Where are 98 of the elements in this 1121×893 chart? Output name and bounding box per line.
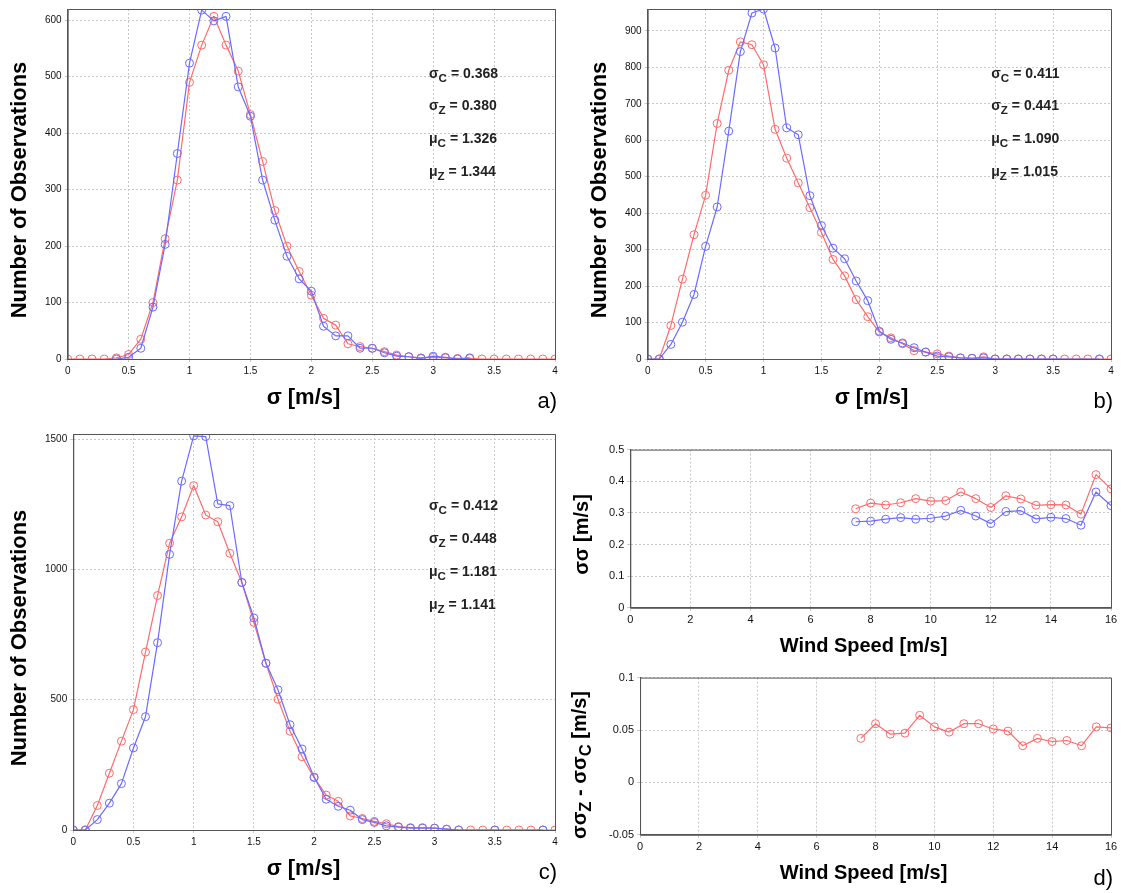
y-tick-label: 500 bbox=[50, 693, 68, 705]
x-tick-label: 8 bbox=[867, 613, 874, 626]
x-tick-label: 2.5 bbox=[367, 835, 382, 847]
x-tick-label: 0 bbox=[644, 364, 651, 376]
y-axis-title: Number of Observations bbox=[586, 60, 612, 321]
annotation: σ$_{Z}$ = 0.448 bbox=[429, 530, 498, 549]
annotation: σ$_{Z}$ = 0.380 bbox=[429, 97, 498, 117]
text: c) bbox=[538, 859, 557, 885]
x-tick-label: 6 bbox=[807, 613, 814, 626]
x-tick-label: 1.5 bbox=[246, 835, 262, 847]
y-tick-label: 400 bbox=[45, 126, 63, 138]
y-tick-label: 0 bbox=[618, 600, 625, 613]
x-tick-label: 4 bbox=[1108, 364, 1115, 376]
text: d) bbox=[1093, 865, 1113, 891]
y-tick-label: 0.1 bbox=[608, 569, 625, 582]
y-axis-title: Number of Observations bbox=[6, 508, 32, 769]
x-tick-label: 2 bbox=[687, 613, 694, 626]
y-tick-label: 300 bbox=[45, 183, 63, 195]
y-axis-title: σσ [m/s] bbox=[569, 493, 593, 577]
x-tick-label: 1.5 bbox=[814, 364, 829, 376]
annotation: μ$_{Z}$ = 1.141 bbox=[429, 595, 497, 615]
y-tick-label: 800 bbox=[625, 61, 643, 73]
x-tick-label: 16 bbox=[1104, 840, 1118, 853]
x-tick-label: 1.5 bbox=[243, 364, 258, 376]
x-axis-title: Wind Speed [m/s] bbox=[779, 861, 948, 883]
x-tick-label: 1 bbox=[760, 364, 767, 376]
x-tick-label: 1 bbox=[186, 364, 193, 376]
y-tick-label: 0.4 bbox=[608, 474, 625, 487]
y-tick-label: 600 bbox=[625, 134, 643, 145]
x-axis-title: σ [m/s] bbox=[834, 384, 909, 409]
x-tick-label: 12 bbox=[987, 840, 1000, 853]
y-tick-label: 0.5 bbox=[608, 442, 625, 455]
annotation: μ$_{C}$ = 1.090 bbox=[991, 130, 1060, 149]
x-tick-label: 2.5 bbox=[365, 364, 380, 376]
x-tick-label: 0.5 bbox=[121, 364, 136, 376]
x-tick-label: 3 bbox=[992, 364, 999, 376]
x-tick-label: 3 bbox=[430, 364, 437, 376]
x-tick-label: 10 bbox=[928, 840, 941, 853]
y-axis-title: Number of Observations bbox=[6, 60, 32, 321]
x-axis-title: σ [m/s] bbox=[266, 384, 341, 409]
y-tick-label: 400 bbox=[625, 206, 643, 218]
x-tick-label: 2.5 bbox=[930, 364, 945, 376]
x-tick-label: 3.5 bbox=[487, 364, 502, 376]
x-tick-label: 4 bbox=[747, 613, 754, 626]
y-tick-label: 1000 bbox=[45, 563, 68, 575]
y-tick-label: 100 bbox=[625, 316, 643, 328]
y-tick-label: 0 bbox=[636, 352, 643, 364]
annotation: μ$_{Z}$ = 1.015 bbox=[991, 162, 1059, 182]
y-tick-label: 0.2 bbox=[608, 537, 625, 550]
x-tick-label: 2 bbox=[695, 840, 702, 853]
x-tick-label: 4 bbox=[552, 364, 559, 376]
x-tick-label: 4 bbox=[754, 840, 761, 853]
annotation: σ$_{C}$ = 0.411 bbox=[991, 64, 1060, 84]
y-tick-label: 600 bbox=[45, 14, 63, 26]
annotation: μ$_{C}$ = 1.326 bbox=[429, 130, 498, 149]
x-tick-label: 14 bbox=[1044, 613, 1058, 626]
x-axis-title: Wind Speed [m/s] bbox=[778, 634, 949, 657]
annotation: σ$_{C}$ = 0.368 bbox=[429, 64, 499, 84]
x-tick-label: 2 bbox=[311, 835, 318, 847]
x-tick-label: 0 bbox=[70, 835, 77, 847]
y-tick-label: 500 bbox=[45, 70, 63, 82]
y-tick-label: 200 bbox=[45, 239, 63, 251]
x-tick-label: 14 bbox=[1046, 840, 1059, 853]
y-tick-label: 0.1 bbox=[618, 670, 635, 683]
y-tick-label: 300 bbox=[625, 243, 643, 255]
y-tick-label: 0 bbox=[61, 823, 68, 835]
x-tick-label: 0.5 bbox=[126, 835, 141, 847]
x-tick-label: 16 bbox=[1104, 613, 1118, 626]
y-tick-label: 200 bbox=[625, 279, 643, 291]
y-tick-label: 900 bbox=[625, 24, 643, 36]
y-tick-label: 500 bbox=[625, 170, 643, 182]
text: b) bbox=[1093, 388, 1113, 414]
annotation: μ$_{C}$ = 1.181 bbox=[429, 563, 498, 582]
x-tick-label: 8 bbox=[872, 840, 879, 853]
x-tick-label: 10 bbox=[924, 613, 937, 626]
y-tick-label: -0.05 bbox=[608, 827, 635, 840]
x-tick-label: 12 bbox=[984, 613, 997, 626]
text: a) bbox=[537, 388, 557, 414]
y-tick-label: 0 bbox=[56, 352, 63, 364]
y-tick-label: 0.3 bbox=[608, 505, 625, 518]
x-tick-label: 3.5 bbox=[487, 835, 503, 847]
y-tick-label: 0 bbox=[627, 775, 635, 788]
x-tick-label: 3 bbox=[431, 835, 438, 847]
x-tick-label: 1 bbox=[190, 835, 197, 847]
x-tick-label: 6 bbox=[813, 840, 820, 853]
x-axis-title: σ [m/s] bbox=[266, 855, 341, 880]
y-tick-label: 0.05 bbox=[612, 723, 635, 736]
x-tick-label: 4 bbox=[552, 835, 559, 847]
x-tick-label: 0.5 bbox=[698, 364, 713, 376]
y-tick-label: 700 bbox=[625, 97, 643, 109]
x-tick-label: 2 bbox=[876, 364, 883, 376]
annotation: σ$_{C}$ = 0.412 bbox=[429, 497, 499, 517]
annotation: σ$_{Z}$ = 0.441 bbox=[991, 97, 1060, 117]
x-tick-label: 2 bbox=[308, 364, 315, 376]
x-tick-label: 3.5 bbox=[1046, 364, 1061, 376]
annotation: μ$_{Z}$ = 1.344 bbox=[429, 162, 497, 182]
y-tick-label: 1500 bbox=[45, 432, 68, 444]
y-tick-label: 100 bbox=[45, 296, 63, 308]
